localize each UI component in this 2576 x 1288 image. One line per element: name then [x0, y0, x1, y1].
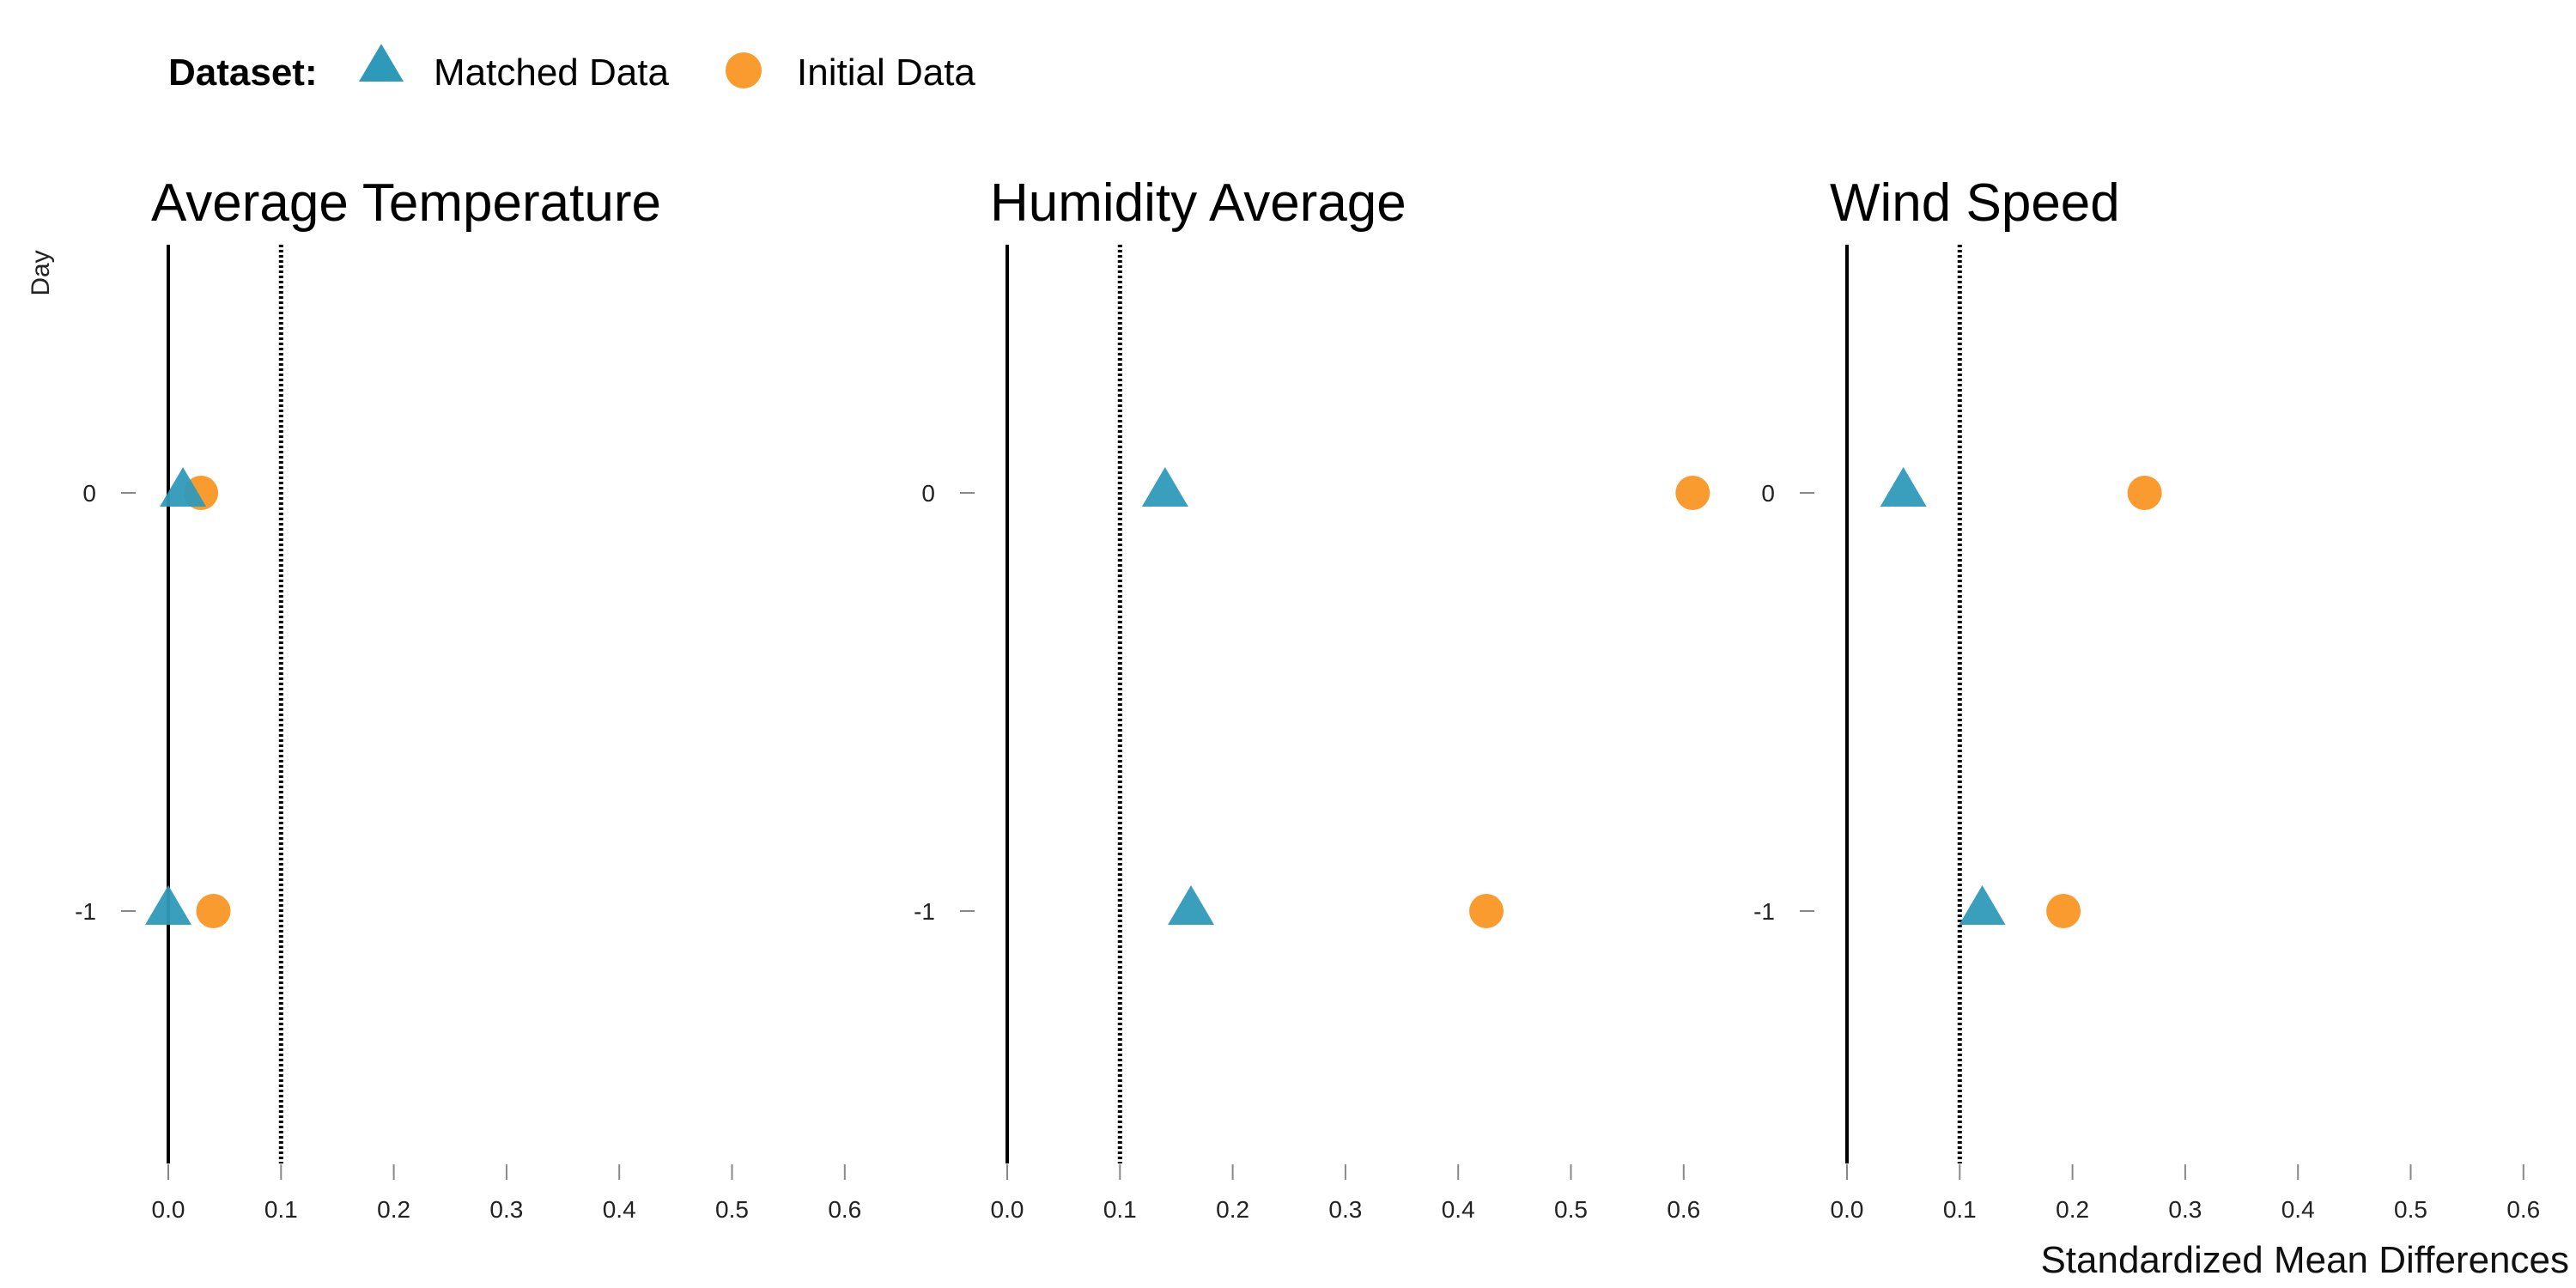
- x-tick-label: 0.6: [1667, 1196, 1700, 1223]
- legend-label-matched: Matched Data: [434, 52, 669, 94]
- x-tick-label: 0.3: [1328, 1196, 1362, 1223]
- x-tick-label: 0.2: [2056, 1196, 2089, 1223]
- y-tick-label: -1: [914, 898, 935, 925]
- y-tick-label: -1: [1753, 898, 1775, 925]
- point-initial: [196, 894, 231, 928]
- legend-title: Dataset:: [168, 52, 318, 94]
- y-tick-label: 0: [82, 480, 96, 507]
- point-initial: [2046, 894, 2081, 928]
- y-axis-title: Day: [27, 250, 55, 295]
- x-tick-label: 0.4: [2281, 1196, 2315, 1223]
- panel-title: Humidity Average: [990, 173, 1406, 233]
- x-tick-label: 0.4: [1442, 1196, 1475, 1223]
- panel-0: Average Temperature 0 -1 0.0 0.1 0.2 0.3 0.4 0.5…: [75, 173, 861, 1223]
- x-tick-label: 0.2: [1216, 1196, 1249, 1223]
- panel-title: Average Temperature: [151, 173, 661, 233]
- x-axis-title: Standardized Mean Differences: [2040, 1239, 2569, 1281]
- panel-2: Wind Speed 0 -1 0.0 0.1 0.2 0.3 0.4 0.5 0.6: [1753, 173, 2540, 1223]
- x-tick-label: 0.5: [715, 1196, 749, 1223]
- x-tick-label: 0.0: [1831, 1196, 1864, 1223]
- x-tick-label: 0.2: [377, 1196, 410, 1223]
- point-matched: [1168, 885, 1215, 925]
- panel-title: Wind Speed: [1830, 173, 2120, 233]
- x-tick-label: 0.3: [489, 1196, 523, 1223]
- x-tick-label: 0.0: [991, 1196, 1024, 1223]
- legend-circle-icon: [726, 52, 762, 88]
- legend: Dataset: Matched Data Initial Data: [168, 44, 975, 94]
- x-tick-label: 0.1: [1103, 1196, 1137, 1223]
- x-tick-label: 0.0: [152, 1196, 185, 1223]
- x-tick-label: 0.5: [2394, 1196, 2427, 1223]
- point-initial: [1675, 476, 1710, 510]
- y-tick-label: 0: [921, 480, 935, 507]
- point-initial: [1469, 894, 1504, 928]
- panels: Average Temperature 0 -1 0.0 0.1 0.2 0.3 0.4 0.5…: [75, 173, 2540, 1223]
- y-tick-label: 0: [1761, 480, 1775, 507]
- y-tick-label: -1: [75, 898, 96, 925]
- panel-1: Humidity Average 0 -1 0.0 0.1 0.2 0.3 0.4 0.5 0.6: [914, 173, 1710, 1223]
- point-matched: [1959, 885, 2006, 925]
- x-tick-label: 0.5: [1554, 1196, 1588, 1223]
- x-tick-label: 0.4: [603, 1196, 636, 1223]
- point-matched: [160, 467, 207, 507]
- x-tick-label: 0.6: [2506, 1196, 2540, 1223]
- x-tick-label: 0.1: [1943, 1196, 1977, 1223]
- point-initial: [2127, 476, 2162, 510]
- x-tick-label: 0.1: [264, 1196, 298, 1223]
- point-matched: [145, 885, 191, 925]
- point-matched: [1880, 467, 1927, 507]
- x-tick-label: 0.3: [2168, 1196, 2202, 1223]
- x-tick-label: 0.6: [828, 1196, 861, 1223]
- legend-triangle-icon: [359, 44, 404, 82]
- point-matched: [1141, 467, 1188, 507]
- legend-label-initial: Initial Data: [797, 52, 975, 94]
